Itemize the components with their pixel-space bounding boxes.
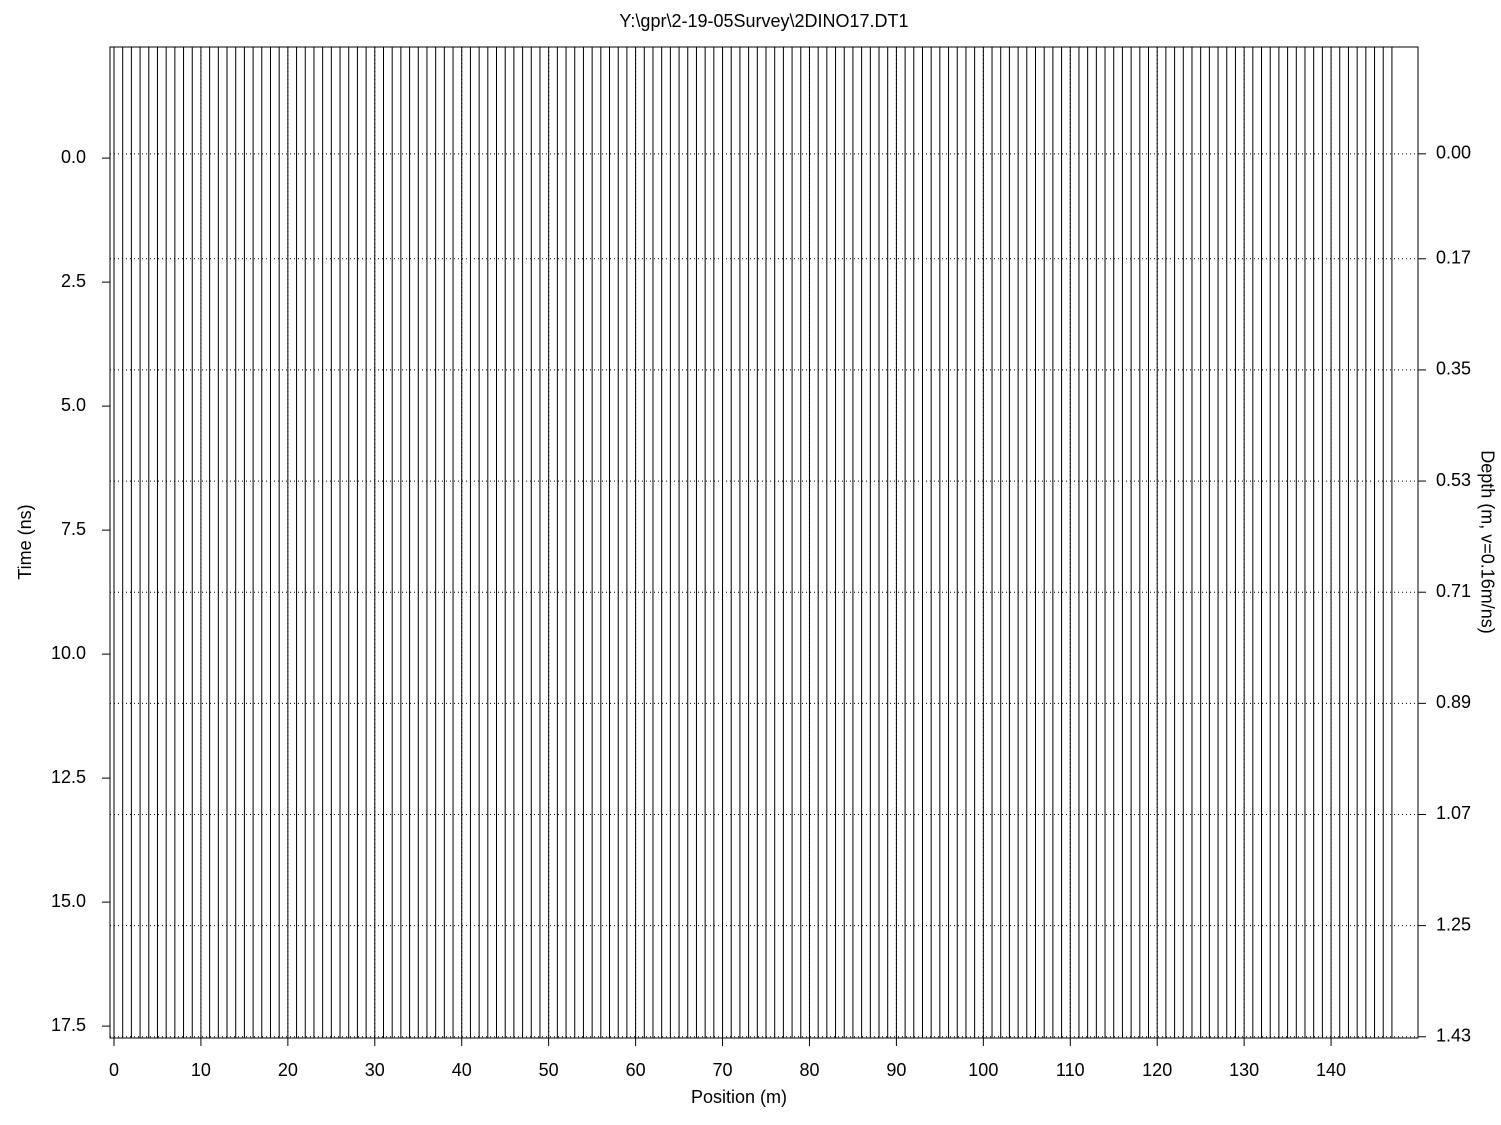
x-tick-label: 10 — [191, 1060, 211, 1080]
y-tick-label: 10.0 — [51, 643, 86, 663]
x-tick-label: 20 — [278, 1060, 298, 1080]
y-tick-label: 5.0 — [61, 395, 86, 415]
y-tick-label: 2.5 — [61, 271, 86, 291]
y2-tick-label: 0.17 — [1436, 248, 1471, 268]
y2-tick-label: 0.53 — [1436, 470, 1471, 490]
y-tick-label: 12.5 — [51, 767, 86, 787]
x-tick-label: 130 — [1229, 1060, 1259, 1080]
x-tick-label: 80 — [799, 1060, 819, 1080]
y2-axis-label: Depth (m, v=0.16m/ns) — [1477, 450, 1497, 634]
x-tick-label: 30 — [365, 1060, 385, 1080]
plot-frame — [109, 46, 1419, 1039]
y-tick-label: 0.0 — [61, 147, 86, 167]
y-tick-label: 17.5 — [51, 1015, 86, 1035]
y2-tick-label: 0.35 — [1436, 359, 1471, 379]
x-tick-label: 100 — [968, 1060, 998, 1080]
y2-tick-label: 0.00 — [1436, 143, 1471, 163]
chart-title: Y:\gpr\2-19-05Survey\2DINO17.DT1 — [619, 11, 908, 31]
y2-tick-label: 1.07 — [1436, 803, 1471, 823]
x-tick-label: 120 — [1142, 1060, 1172, 1080]
x-tick-label: 140 — [1316, 1060, 1346, 1080]
x-tick-label: 40 — [452, 1060, 472, 1080]
y2-tick-label: 0.89 — [1436, 692, 1471, 712]
y2-tick-label: 1.25 — [1436, 914, 1471, 934]
x-axis-label: Position (m) — [691, 1087, 787, 1107]
y-tick-label: 15.0 — [51, 891, 86, 911]
x-tick-label: 0 — [109, 1060, 119, 1080]
x-tick-label: 90 — [886, 1060, 906, 1080]
x-tick-label: 110 — [1056, 1060, 1085, 1080]
x-tick-label: 60 — [626, 1060, 646, 1080]
y2-tick-label: 1.43 — [1436, 1026, 1471, 1046]
y-axis-label: Time (ns) — [15, 504, 35, 579]
x-tick-label: 50 — [539, 1060, 559, 1080]
y-tick-label: 7.5 — [61, 519, 86, 539]
x-tick-label: 70 — [713, 1060, 733, 1080]
y2-tick-label: 0.71 — [1436, 581, 1471, 601]
